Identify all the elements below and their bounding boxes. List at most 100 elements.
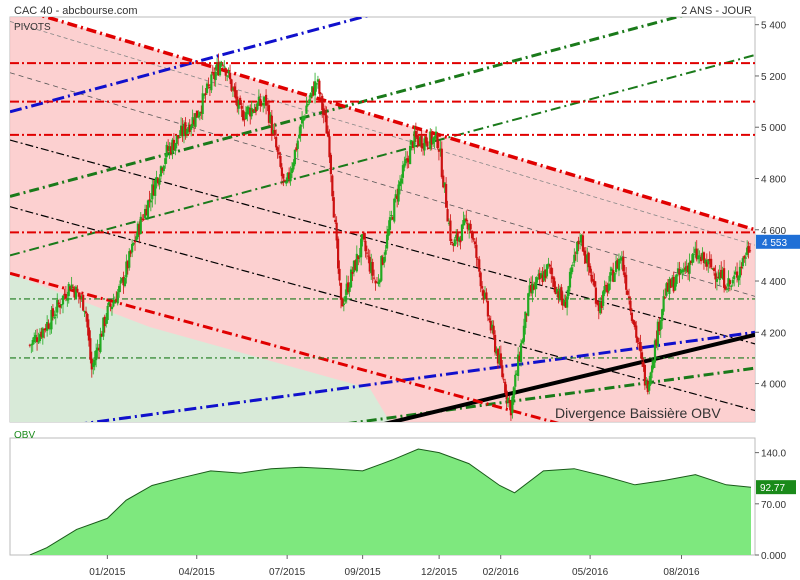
date-tick-label: 04/2015 <box>179 567 216 578</box>
candle-body <box>540 273 543 279</box>
candle-body <box>155 176 158 183</box>
candle-body <box>342 303 345 306</box>
candle-body <box>223 66 226 68</box>
candle-body <box>433 136 436 141</box>
candle-body <box>407 158 410 163</box>
candle-body <box>721 270 724 279</box>
trendlines <box>10 17 755 422</box>
candle-body <box>580 235 583 243</box>
candle-body <box>50 309 53 330</box>
candle-body <box>213 72 216 80</box>
candle-body <box>28 344 31 346</box>
candle-body <box>646 381 649 393</box>
candle-body <box>430 131 433 145</box>
candle-body <box>288 172 291 179</box>
candle-body <box>204 93 207 96</box>
obv-area <box>29 449 751 555</box>
candle-body <box>691 254 694 263</box>
candle-body <box>495 350 498 354</box>
candle-body <box>339 282 343 300</box>
candle-body <box>361 234 364 239</box>
candle-body <box>326 131 330 137</box>
candle-body <box>325 115 328 134</box>
candle-body <box>66 298 69 301</box>
candle-body <box>649 372 652 385</box>
candle-body <box>606 284 609 293</box>
candle-body <box>455 234 458 239</box>
candle-body <box>126 261 129 269</box>
candle-body <box>293 149 296 165</box>
candle-body <box>64 293 67 299</box>
candle-body <box>427 147 430 149</box>
candle-body <box>493 334 497 353</box>
candle-body <box>733 275 736 280</box>
candle-body <box>109 303 112 307</box>
date-tick-label: 07/2015 <box>269 567 306 578</box>
candle-body <box>479 272 482 287</box>
candle-body <box>355 253 358 272</box>
candle-body <box>436 133 439 148</box>
candle-body <box>632 319 635 324</box>
candle-body <box>190 126 193 130</box>
candle-body <box>286 172 289 181</box>
candle-body <box>465 218 468 222</box>
candle-body <box>439 148 442 151</box>
candle-body <box>583 250 586 256</box>
candle-body <box>162 165 165 172</box>
candle-body <box>273 129 276 136</box>
candle-body <box>429 131 432 149</box>
candle-body <box>316 79 320 82</box>
candle-body <box>95 350 98 361</box>
candle-body <box>566 296 569 308</box>
candle-body <box>551 276 554 280</box>
candle-body <box>512 387 515 399</box>
candle-body <box>61 295 65 305</box>
candle-body <box>259 98 262 106</box>
candle-body <box>92 363 95 367</box>
candle-body <box>613 273 616 282</box>
candle-body <box>69 286 72 291</box>
candle-body <box>308 99 311 104</box>
candle-body <box>368 256 371 272</box>
candle-body <box>449 220 452 241</box>
candle-body <box>518 355 521 361</box>
candle-body <box>393 198 396 222</box>
candle-body <box>401 165 405 178</box>
candle-body <box>470 231 474 239</box>
candle-body <box>672 277 675 292</box>
candle-body <box>538 273 541 280</box>
candle-body <box>391 217 394 220</box>
candle-body <box>99 333 102 352</box>
candle-body <box>587 252 590 268</box>
candle-body <box>717 276 720 279</box>
candle-body <box>659 320 662 330</box>
candle-body <box>132 243 135 245</box>
candle-body <box>504 381 507 393</box>
candle-body <box>357 255 360 260</box>
candle-body <box>211 71 214 74</box>
candle-body <box>151 184 154 200</box>
candle-body <box>200 111 203 113</box>
candle-body <box>283 180 286 182</box>
candle-body <box>655 339 658 346</box>
candle-body <box>70 284 73 289</box>
candle-body <box>329 154 332 175</box>
candle-body <box>708 258 711 261</box>
date-tick-label: 09/2015 <box>345 567 382 578</box>
candle-body <box>243 118 246 120</box>
candle-body <box>348 287 351 292</box>
obv-line <box>29 448 752 555</box>
candle-body <box>292 162 295 170</box>
candle-body <box>74 286 78 300</box>
candle-body <box>476 258 479 260</box>
candle-body <box>141 218 144 220</box>
candle-body <box>652 360 655 368</box>
candle-body <box>511 396 514 414</box>
candle-body <box>96 347 99 351</box>
candle-body <box>530 285 533 292</box>
divergence-annotation: Divergence Baissière OBV <box>555 405 721 421</box>
candle-body <box>60 304 63 306</box>
candle-body <box>220 63 223 66</box>
candle-body <box>656 321 659 347</box>
